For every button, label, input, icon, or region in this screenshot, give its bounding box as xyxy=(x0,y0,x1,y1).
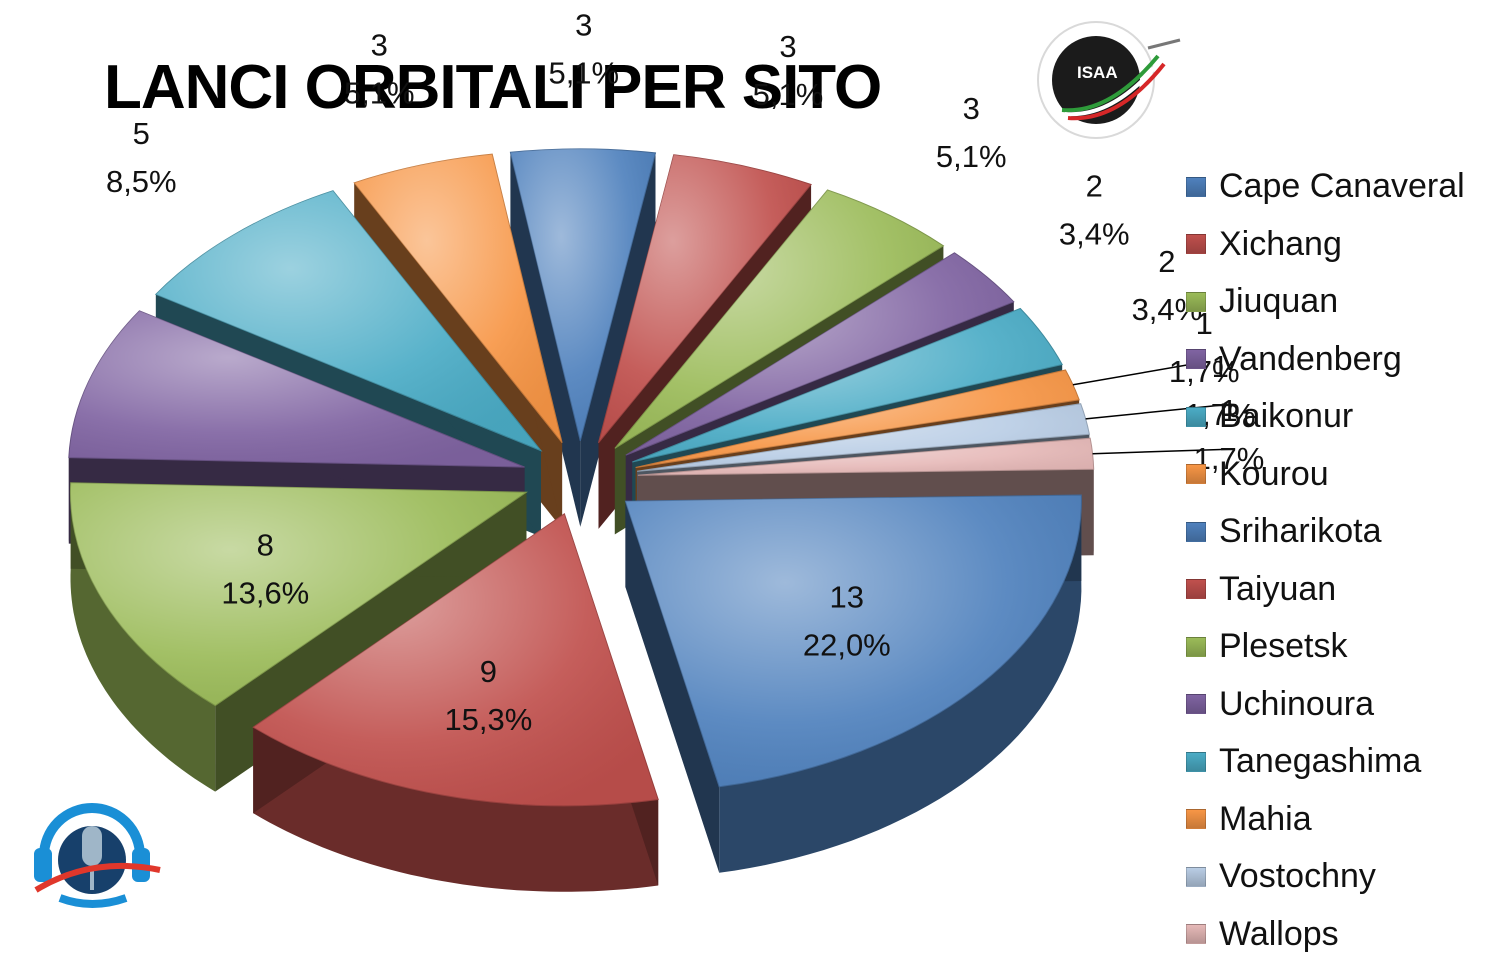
legend-label: Jiuquan xyxy=(1219,282,1339,321)
legend-item: Wallops xyxy=(1186,906,1465,964)
slice-highlight-9 xyxy=(625,252,1014,456)
data-label-value-6: 3 xyxy=(575,7,592,42)
podcast-logo xyxy=(34,796,161,908)
legend-swatch xyxy=(1186,579,1206,600)
data-label-value-2: 8 xyxy=(257,528,274,563)
slice-highlight-0 xyxy=(625,495,1082,787)
slice-highlight-2 xyxy=(70,482,527,706)
legend-swatch xyxy=(1186,751,1206,772)
legend-swatch xyxy=(1186,349,1206,370)
data-label-value-7: 3 xyxy=(779,29,796,64)
slice-highlight-7 xyxy=(598,154,812,443)
legend-label: Plesetsk xyxy=(1219,627,1348,666)
legend-label: Baikonur xyxy=(1219,397,1354,436)
data-label-value-13: 1 xyxy=(1220,393,1237,428)
data-label-percent-2: 13,6% xyxy=(221,576,309,611)
legend-swatch xyxy=(1186,924,1206,945)
data-label-value-12: 1 xyxy=(1212,349,1229,384)
slice-side-6-1 xyxy=(580,152,656,527)
isaa-logo: ISAA xyxy=(1037,21,1181,139)
legend-label: Xichang xyxy=(1219,224,1342,263)
data-label-value-0: 13 xyxy=(830,580,864,615)
microphone-icon xyxy=(82,826,102,866)
data-label-percent-9: 3,4% xyxy=(1059,217,1130,252)
legend-label: Kourou xyxy=(1219,454,1329,493)
slice-highlight-5 xyxy=(354,154,563,443)
legend-item: Mahia xyxy=(1186,791,1465,849)
isaa-logo-text: ISAA xyxy=(1077,63,1118,82)
legend-item: Plesetsk xyxy=(1186,618,1465,676)
data-label-percent-6: 5,1% xyxy=(548,55,619,90)
pie-slices xyxy=(68,148,1230,807)
legend-label: Wallops xyxy=(1219,914,1339,953)
legend-item: Taiyuan xyxy=(1186,561,1465,619)
data-label-percent-8: 5,1% xyxy=(936,139,1007,174)
slice-highlight-11 xyxy=(635,370,1080,468)
leader-line-11 xyxy=(1072,361,1205,386)
legend-swatch xyxy=(1186,866,1206,887)
legend-item: Kourou xyxy=(1186,446,1465,504)
slice-wall-1 xyxy=(253,727,659,892)
data-label-percent-5: 5,1% xyxy=(344,76,415,111)
slice-highlight-13 xyxy=(637,438,1094,476)
legend-label: Vostochny xyxy=(1219,857,1376,896)
slice-side-6-0 xyxy=(510,152,581,527)
slice-highlight-1 xyxy=(253,513,659,806)
legend-item: Uchinoura xyxy=(1186,676,1465,734)
slice-side-0-1 xyxy=(625,501,720,873)
legend-swatch xyxy=(1186,176,1206,197)
data-label-value-10: 2 xyxy=(1158,244,1175,279)
legend-swatch xyxy=(1186,694,1206,715)
legend-label: Sriharikota xyxy=(1219,512,1382,551)
data-label-percent-4: 8,5% xyxy=(106,164,177,199)
data-label-value-9: 2 xyxy=(1086,169,1103,204)
slice-wall-0 xyxy=(719,495,1082,873)
legend-swatch xyxy=(1186,636,1206,657)
slice-highlight-8 xyxy=(614,190,944,449)
data-label-value-1: 9 xyxy=(480,654,497,689)
legend-label: Taiyuan xyxy=(1219,569,1337,608)
data-label-percent-1: 15,3% xyxy=(444,702,532,737)
legend-item: Baikonur xyxy=(1186,388,1465,446)
legend-label: Vandenberg xyxy=(1219,339,1402,378)
legend-swatch xyxy=(1186,521,1206,542)
legend-swatch xyxy=(1186,464,1206,485)
legend-swatch xyxy=(1186,809,1206,830)
data-label-value-11: 1 xyxy=(1196,306,1213,341)
slice-highlight-12 xyxy=(637,403,1090,472)
legend-item: Xichang xyxy=(1186,216,1465,274)
legend-swatch xyxy=(1186,291,1206,312)
legend-label: Uchinoura xyxy=(1219,684,1374,723)
slice-highlight-4 xyxy=(155,190,541,451)
leader-line-13 xyxy=(1092,448,1230,455)
legend-item: Tanegashima xyxy=(1186,733,1465,791)
legend-item: Jiuquan xyxy=(1186,273,1465,331)
legend-item: Cape Canaveral xyxy=(1186,158,1465,216)
chart-title: LANCI ORBITALI PER SITO xyxy=(104,53,882,122)
data-label-value-4: 5 xyxy=(133,116,150,151)
legend-label: Mahia xyxy=(1219,799,1312,838)
slice-highlight-6 xyxy=(510,148,656,441)
data-label-percent-0: 22,0% xyxy=(803,628,891,663)
slice-highlight-3 xyxy=(68,310,525,468)
legend-item: Vostochny xyxy=(1186,848,1465,906)
slice-highlight-10 xyxy=(632,308,1063,462)
data-label-percent-7: 5,1% xyxy=(753,77,824,112)
legend-item: Vandenberg xyxy=(1186,331,1465,389)
data-label-value-8: 3 xyxy=(963,91,980,126)
legend-label: Cape Canaveral xyxy=(1219,167,1465,206)
data-label-value-5: 3 xyxy=(371,28,388,63)
legend-item: Sriharikota xyxy=(1186,503,1465,561)
legend-swatch xyxy=(1186,234,1206,255)
slice-wall-2 xyxy=(70,482,216,792)
legend-swatch xyxy=(1186,406,1206,427)
legend-label: Tanegashima xyxy=(1219,742,1422,781)
legend: Cape Canaveral Xichang Jiuquan Vandenberg Ba… xyxy=(1186,158,1465,963)
